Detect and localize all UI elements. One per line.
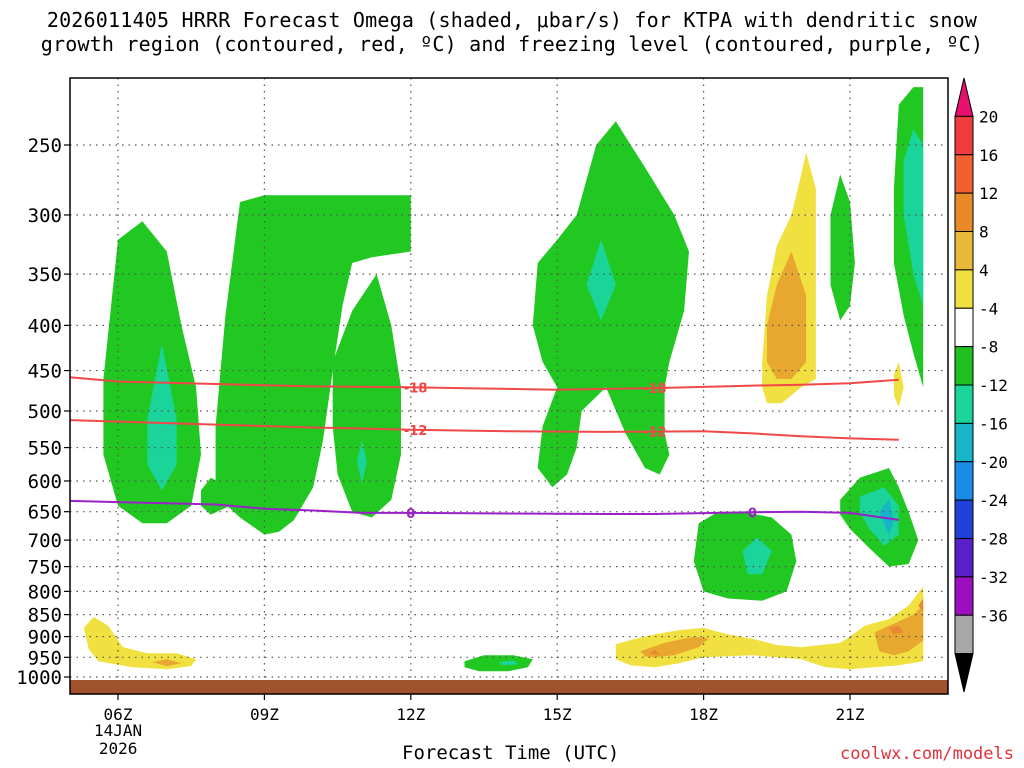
contour-dgz-18	[69, 376, 899, 391]
y-tick-label-850: 850	[28, 605, 62, 627]
omega-region-12	[830, 174, 855, 321]
y-tick-label-750: 750	[28, 557, 62, 579]
grid	[70, 78, 948, 694]
x-tick-label-18Z: 18Z	[689, 705, 718, 724]
colorbar-label-0: 20	[979, 107, 998, 126]
colorbar-label-7: -12	[979, 376, 1008, 395]
omega-region-21	[640, 636, 709, 658]
colorbar-seg-2	[954, 154, 974, 194]
y-tick-label-350: 350	[28, 264, 62, 286]
omega-region-25	[918, 598, 924, 613]
omega-region-4	[332, 274, 401, 518]
colorbar-seg-1	[954, 115, 974, 156]
omega-region-1	[147, 344, 177, 491]
colorbar: 20 16 12 8 4 -4 -8 -12 -16 -20 -24 -28 -32 -36	[954, 77, 1008, 693]
omega-region-8	[532, 121, 689, 488]
omega-region-22	[649, 649, 660, 656]
date-label: 14JAN 2026	[94, 722, 142, 758]
x-tick-label-12Z: 12Z	[396, 705, 425, 724]
colorbar-label-1: 16	[979, 146, 998, 165]
colorbar-label-11: -28	[979, 530, 1008, 549]
y-tick-label-450: 450	[28, 361, 62, 383]
temperature-contours: -18 -18 -12 -12 0 0	[69, 376, 899, 522]
colorbar-label-5: -4	[979, 299, 998, 318]
colorbar-seg-7	[954, 346, 974, 386]
omega-region-5	[357, 440, 367, 485]
omega-region-11	[742, 537, 772, 575]
colorbar-label-6: -8	[979, 338, 998, 357]
y-tick-label-900: 900	[28, 627, 62, 649]
contour-label-2: -12	[404, 424, 428, 439]
y-tick-label-550: 550	[28, 438, 62, 460]
y-tick-label-300: 300	[28, 205, 62, 227]
contour-label-5: 0	[748, 506, 757, 521]
y-tick-label-500: 500	[28, 401, 62, 423]
y-tick-label-250: 250	[28, 135, 62, 157]
omega-shading	[83, 87, 924, 672]
y-tick-label-950: 950	[28, 647, 62, 669]
y-tick-label-1000: 1000	[16, 667, 62, 689]
colorbar-seg-6	[954, 307, 974, 348]
chart-title-line2: growth region (contoured, red, ºC) and f…	[40, 32, 984, 56]
y-tick-label-650: 650	[28, 502, 62, 524]
colorbar-label-12: -32	[979, 568, 1008, 587]
colorbar-seg-11	[954, 499, 974, 539]
colorbar-label-4: 4	[979, 261, 989, 280]
chart-title-line1: 2026011405 HRRR Forecast Omega (shaded, …	[46, 8, 978, 32]
credit-link[interactable]: coolwx.com/models	[840, 744, 1014, 764]
contour-label-4: 0	[406, 507, 415, 522]
ground-strip	[70, 680, 948, 694]
contour-freezing-0	[69, 499, 899, 521]
colorbar-seg-5	[954, 269, 974, 309]
colorbar-seg-0	[954, 77, 974, 117]
colorbar-seg-13	[954, 576, 974, 616]
x-tick-label-06Z: 06Z	[104, 705, 133, 724]
x-axis-label: Forecast Time (UTC)	[402, 742, 620, 764]
x-tick-label-15Z: 15Z	[543, 705, 572, 724]
omega-region-9	[586, 239, 616, 321]
omega-region-19	[152, 659, 182, 667]
x-axis: 06Z 09Z 12Z 15Z 18Z 21Z	[104, 694, 865, 724]
x-tick-label-09Z: 09Z	[250, 705, 279, 724]
y-tick-label-400: 400	[28, 315, 62, 337]
contour-label-0: -18	[404, 381, 428, 396]
omega-region-27	[767, 251, 807, 379]
omega-region-17	[903, 129, 924, 306]
colorbar-seg-15	[954, 653, 974, 693]
colorbar-seg-4	[954, 231, 974, 271]
omega-region-24	[889, 625, 904, 635]
y-tick-label-800: 800	[28, 581, 62, 603]
colorbar-seg-12	[954, 538, 974, 578]
date-label-day: 14JAN	[94, 721, 143, 740]
y-tick-label-700: 700	[28, 530, 62, 552]
colorbar-seg-3	[954, 192, 974, 232]
colorbar-label-2: 12	[979, 184, 998, 203]
omega-region-18	[83, 616, 197, 670]
colorbar-label-13: -36	[979, 606, 1008, 625]
contour-label-3: -12	[643, 426, 667, 441]
date-label-year: 2026	[98, 739, 138, 758]
omega-region-28	[893, 361, 904, 408]
colorbar-label-9: -20	[979, 453, 1008, 472]
colorbar-seg-10	[954, 461, 974, 501]
colorbar-seg-8	[954, 384, 974, 424]
contour-dgz-12	[69, 419, 899, 441]
plot-frame	[69, 77, 949, 695]
colorbar-label-3: 8	[979, 223, 989, 242]
y-tick-label-600: 600	[28, 471, 62, 493]
omega-region-7	[498, 660, 519, 666]
x-tick-label-21Z: 21Z	[836, 705, 865, 724]
colorbar-seg-9	[954, 422, 974, 463]
colorbar-label-10: -24	[979, 491, 1008, 510]
colorbar-label-8: -16	[979, 414, 1008, 433]
omega-region-6	[464, 655, 533, 672]
contour-label-1: -18	[643, 382, 667, 397]
y-axis: 2503003504004505005506006507007508008509…	[16, 135, 70, 689]
colorbar-seg-14	[954, 614, 974, 655]
